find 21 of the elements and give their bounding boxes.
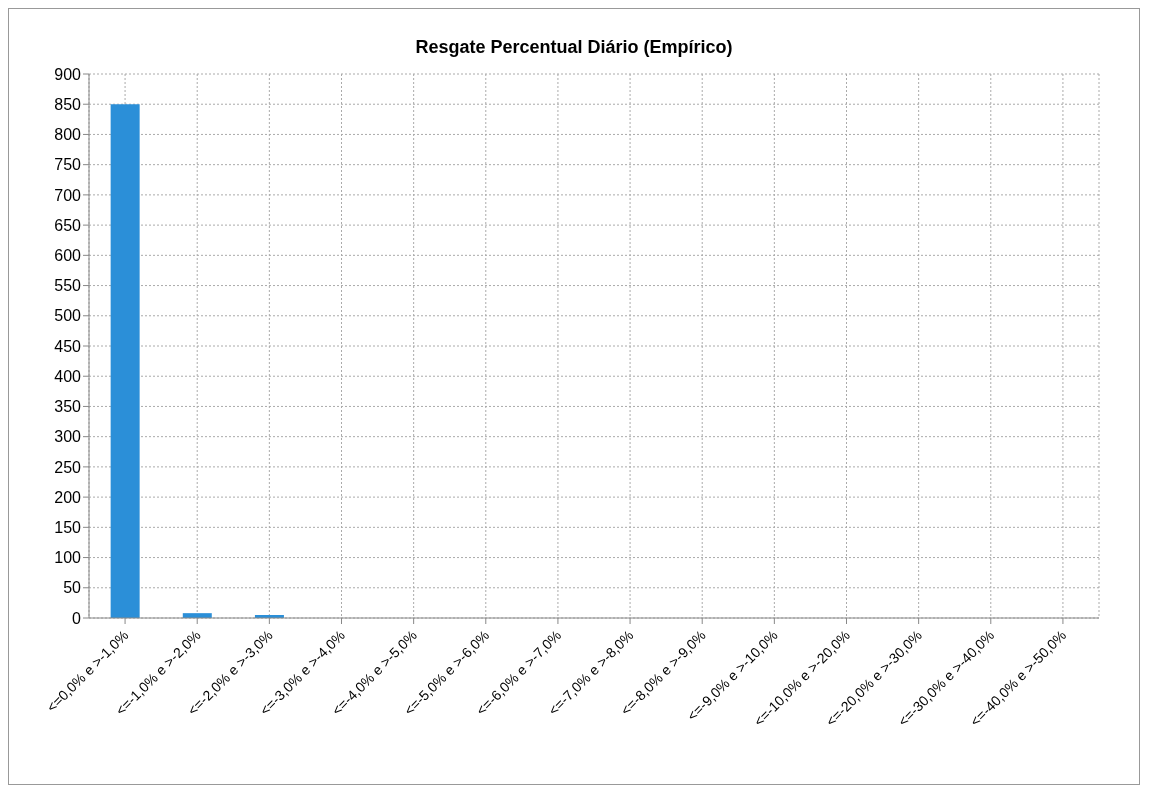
y-tick-label: 500 xyxy=(54,307,82,325)
y-tick-label: 400 xyxy=(54,367,82,385)
y-tick-label: 900 xyxy=(54,65,82,83)
y-tick-label: 350 xyxy=(54,398,82,416)
y-tick-label: 100 xyxy=(54,549,82,567)
y-tick-label: 50 xyxy=(63,579,82,597)
y-tick-label: 200 xyxy=(54,488,82,506)
chart-title: Resgate Percentual Diário (Empírico) xyxy=(414,36,734,58)
y-tick-label: 550 xyxy=(54,277,82,295)
y-tick-label: 800 xyxy=(54,126,82,144)
y-tick-label: 0 xyxy=(72,609,82,627)
y-tick-label: 450 xyxy=(54,337,82,355)
y-tick-label: 650 xyxy=(54,216,82,234)
y-tick-label: 250 xyxy=(54,458,82,476)
y-tick-label: 300 xyxy=(54,428,82,446)
y-tick-label: 850 xyxy=(54,95,82,113)
y-tick-label: 150 xyxy=(54,519,82,537)
y-tick-label: 750 xyxy=(54,156,82,174)
y-tick-label: 600 xyxy=(54,247,82,265)
y-tick-label: 700 xyxy=(54,186,82,204)
bar xyxy=(110,104,140,618)
